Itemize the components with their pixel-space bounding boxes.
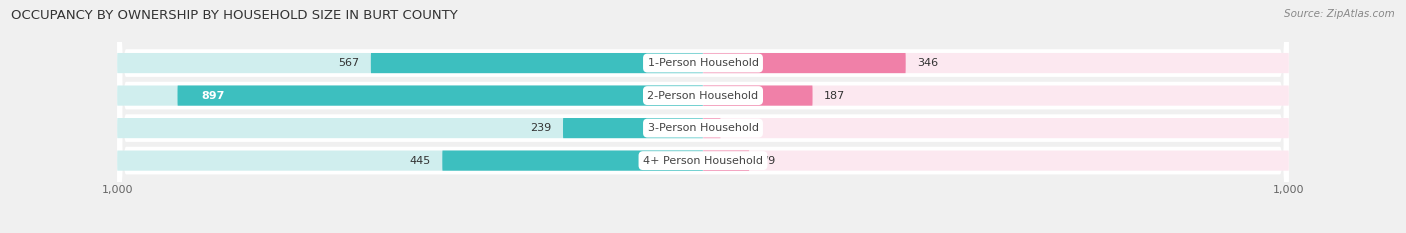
FancyBboxPatch shape <box>703 118 1289 138</box>
Text: 79: 79 <box>761 156 775 166</box>
Text: 239: 239 <box>530 123 551 133</box>
FancyBboxPatch shape <box>117 0 1289 233</box>
FancyBboxPatch shape <box>117 86 703 106</box>
FancyBboxPatch shape <box>117 53 703 73</box>
FancyBboxPatch shape <box>117 0 1289 233</box>
Text: 1-Person Household: 1-Person Household <box>648 58 758 68</box>
Text: 30: 30 <box>733 123 747 133</box>
Text: 187: 187 <box>824 91 845 101</box>
FancyBboxPatch shape <box>177 86 703 106</box>
FancyBboxPatch shape <box>117 151 703 171</box>
FancyBboxPatch shape <box>117 0 1289 233</box>
FancyBboxPatch shape <box>562 118 703 138</box>
Text: 897: 897 <box>201 91 225 101</box>
FancyBboxPatch shape <box>443 151 703 171</box>
FancyBboxPatch shape <box>703 53 1289 73</box>
FancyBboxPatch shape <box>703 86 1289 106</box>
Text: 346: 346 <box>917 58 939 68</box>
Text: 2-Person Household: 2-Person Household <box>647 91 759 101</box>
FancyBboxPatch shape <box>703 86 813 106</box>
FancyBboxPatch shape <box>703 118 721 138</box>
FancyBboxPatch shape <box>703 151 749 171</box>
Text: Source: ZipAtlas.com: Source: ZipAtlas.com <box>1284 9 1395 19</box>
Text: 3-Person Household: 3-Person Household <box>648 123 758 133</box>
Text: 445: 445 <box>409 156 430 166</box>
FancyBboxPatch shape <box>371 53 703 73</box>
FancyBboxPatch shape <box>117 118 703 138</box>
Text: 4+ Person Household: 4+ Person Household <box>643 156 763 166</box>
Text: OCCUPANCY BY OWNERSHIP BY HOUSEHOLD SIZE IN BURT COUNTY: OCCUPANCY BY OWNERSHIP BY HOUSEHOLD SIZE… <box>11 9 458 22</box>
FancyBboxPatch shape <box>117 0 1289 233</box>
Text: 567: 567 <box>337 58 359 68</box>
FancyBboxPatch shape <box>703 53 905 73</box>
FancyBboxPatch shape <box>703 151 1289 171</box>
